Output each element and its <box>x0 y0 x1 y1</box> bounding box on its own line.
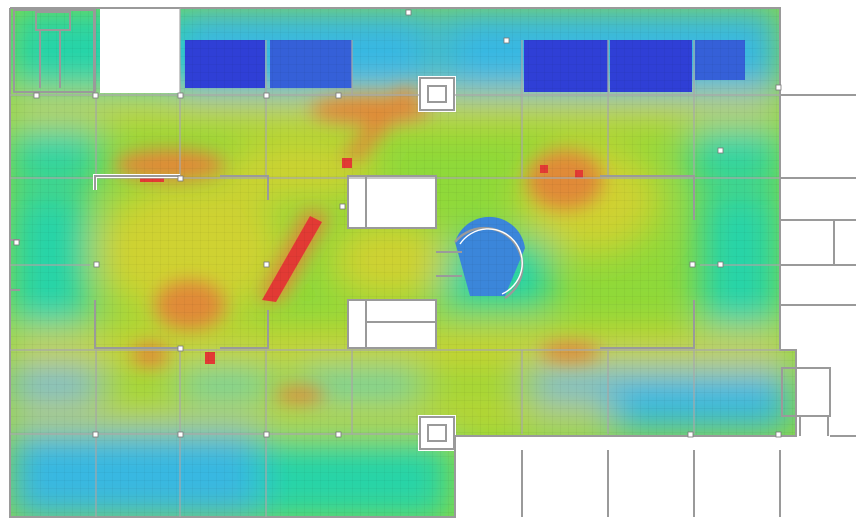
column-markers <box>13 9 782 438</box>
floor-plan-walls <box>9 7 856 518</box>
